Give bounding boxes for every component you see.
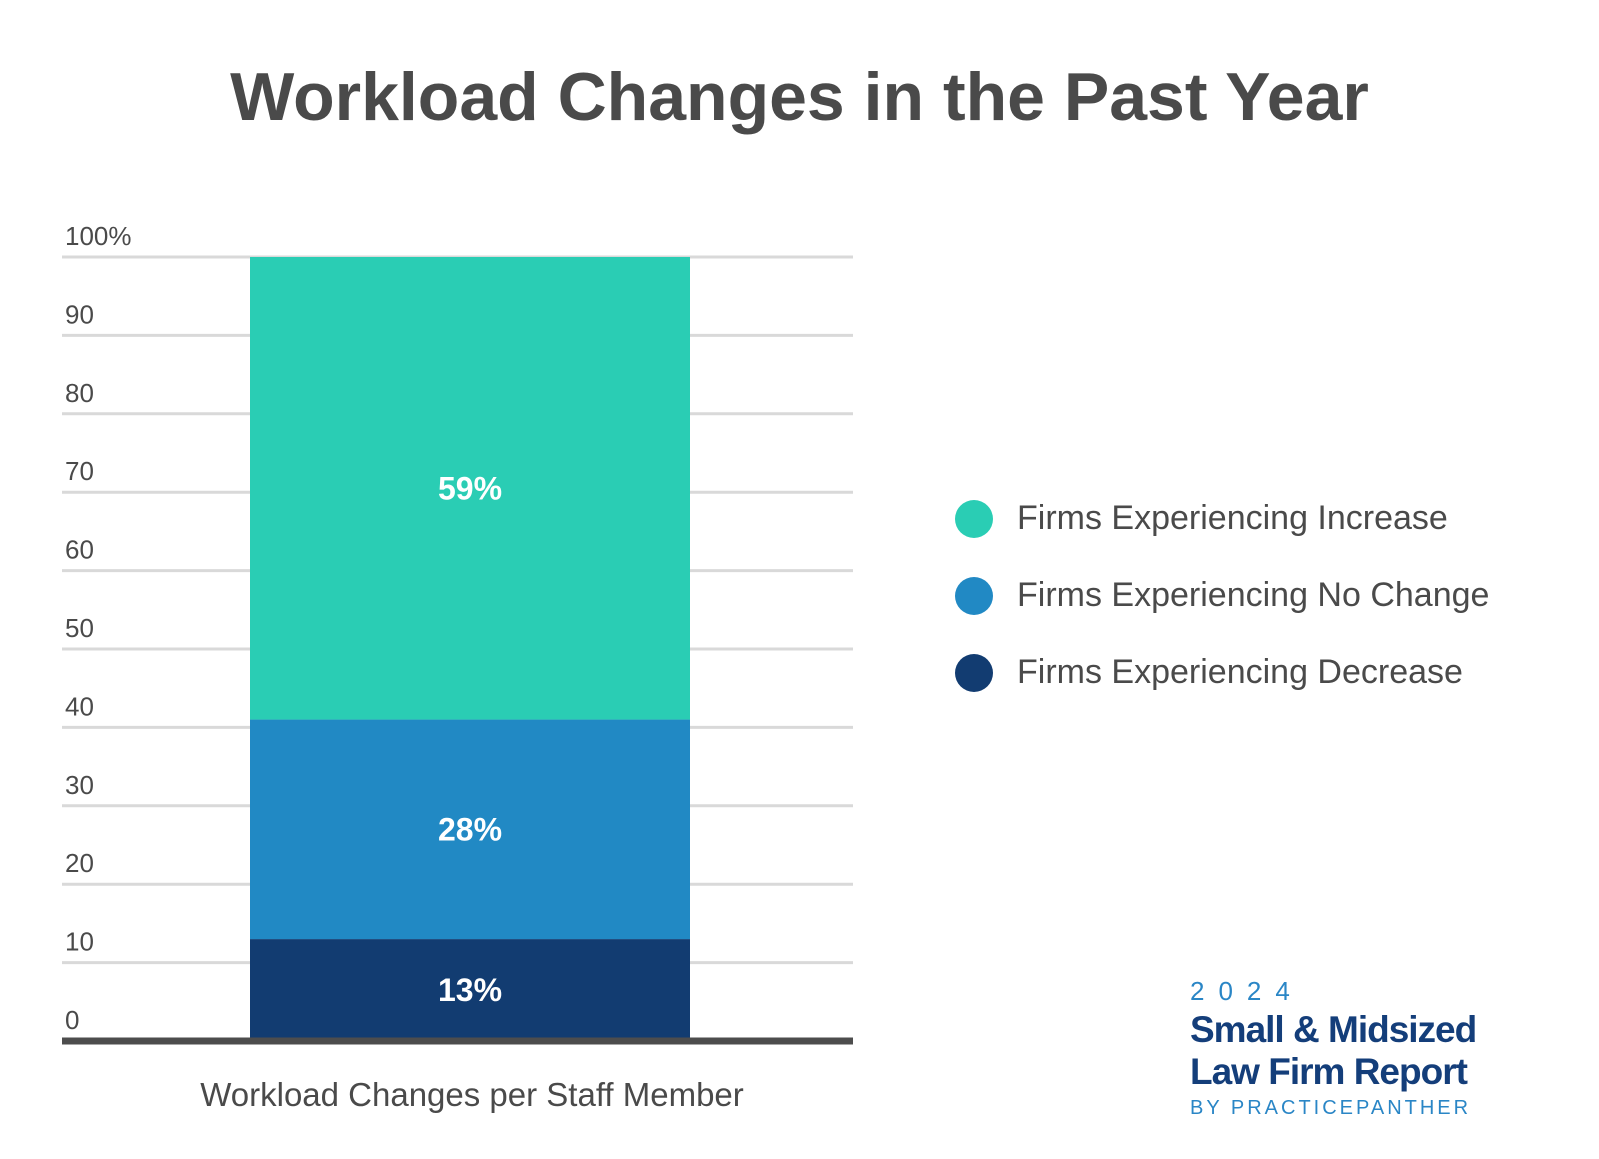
y-tick-label: 60 <box>65 535 94 565</box>
bar-segment <box>250 719 690 940</box>
report-name-line1: Small & Midsized <box>1190 1009 1477 1050</box>
legend-label: Firms Experiencing Decrease <box>1017 653 1463 691</box>
chart-title: Workload Changes in the Past Year <box>230 59 1369 135</box>
report-year: 2024 <box>1190 976 1304 1006</box>
legend-item: Firms Experiencing Decrease <box>955 634 1489 711</box>
legend-dot-no-change <box>955 576 993 615</box>
x-axis-label: Workload Changes per Staff Member <box>200 1076 744 1113</box>
y-tick-label: 90 <box>65 299 94 329</box>
y-axis-ticks: 0 10 20 30 40 50 60 70 80 90 100% <box>65 221 132 1035</box>
legend-label: Firms Experiencing No Change <box>1017 576 1490 614</box>
bar-segment <box>250 257 690 720</box>
report-logo: 2024 Small & Midsized Law Firm Report BY… <box>1190 976 1477 1120</box>
legend-dot-increase <box>955 499 993 538</box>
bar-segments: 13% 28% 59% <box>250 257 690 1041</box>
report-byline: BY PRACTICEPANTHER <box>1190 1097 1472 1119</box>
report-name-line2: Law Firm Report <box>1190 1051 1468 1092</box>
legend: Firms Experiencing Increase Firms Experi… <box>955 480 1489 711</box>
y-tick-label: 10 <box>65 927 94 957</box>
y-tick-label: 20 <box>65 848 94 878</box>
y-tick-label: 30 <box>65 770 94 800</box>
y-tick-label: 50 <box>65 613 94 643</box>
y-tick-label: 100% <box>65 221 132 251</box>
legend-item: Firms Experiencing Increase <box>955 480 1489 557</box>
bar-data-label: 59% <box>438 470 502 506</box>
legend-item: Firms Experiencing No Change <box>955 557 1489 634</box>
y-tick-label: 0 <box>65 1005 79 1035</box>
bar-data-label: 13% <box>438 972 502 1008</box>
legend-dot-decrease <box>955 653 993 692</box>
bar-data-label: 28% <box>438 811 502 847</box>
legend-label: Firms Experiencing Increase <box>1017 499 1448 537</box>
y-tick-label: 40 <box>65 691 94 721</box>
bar-segment <box>250 939 690 1041</box>
y-tick-label: 80 <box>65 378 94 408</box>
y-tick-label: 70 <box>65 456 94 486</box>
